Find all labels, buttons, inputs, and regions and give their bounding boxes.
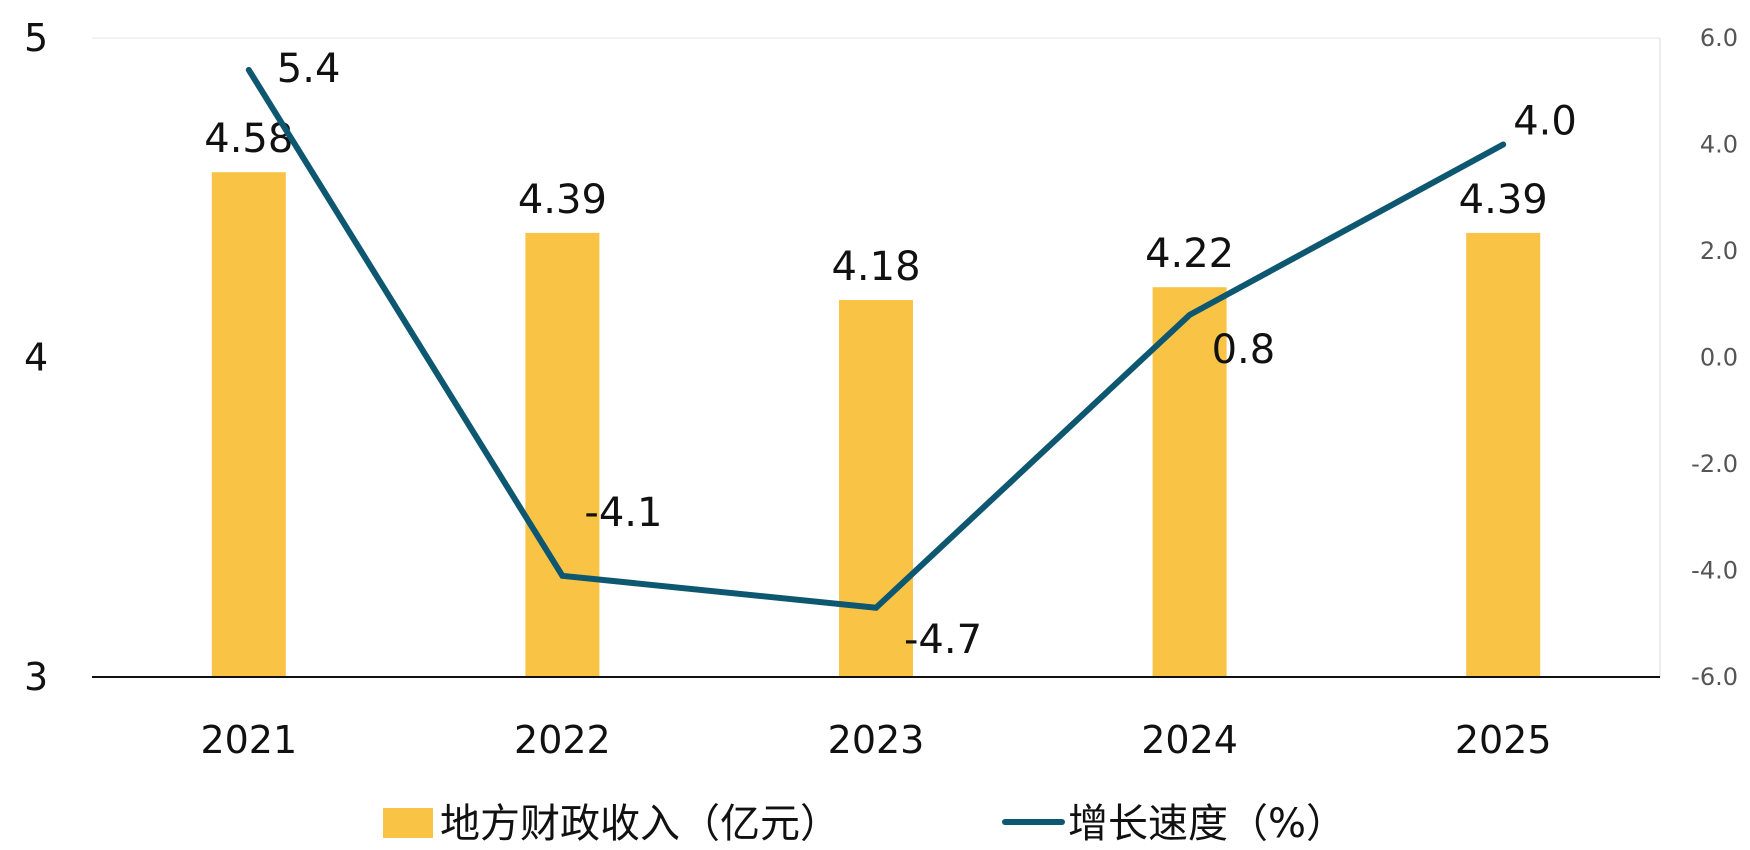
bar bbox=[1466, 232, 1541, 677]
bar bbox=[211, 172, 286, 677]
y-left-tick-label: 3 bbox=[24, 655, 48, 699]
line-data-label: 0.8 bbox=[1212, 327, 1276, 373]
y-left-tick-label: 5 bbox=[24, 16, 48, 60]
line-data-label: -4.7 bbox=[904, 617, 982, 663]
bar bbox=[525, 232, 600, 677]
x-tick-label: 2024 bbox=[1141, 718, 1238, 762]
y-right-tick-label: 6.0 bbox=[1700, 24, 1738, 52]
growth-line bbox=[245, 66, 1507, 611]
line-data-label: -4.1 bbox=[584, 490, 662, 536]
x-tick-label: 2022 bbox=[514, 718, 611, 762]
bar-data-label: 4.22 bbox=[1145, 231, 1234, 277]
x-tick-label: 2021 bbox=[200, 718, 297, 762]
y-right-tick-label: -4.0 bbox=[1691, 557, 1738, 585]
y-right-tick-label: -2.0 bbox=[1691, 450, 1738, 478]
y-right-tick-label: 2.0 bbox=[1700, 237, 1738, 265]
legend-line-label: 增长速度（%） bbox=[1068, 801, 1346, 847]
bar-data-label: 4.18 bbox=[831, 244, 920, 290]
bar bbox=[1152, 287, 1227, 677]
y-right-tick-label: -6.0 bbox=[1691, 663, 1738, 691]
x-tick-label: 2023 bbox=[828, 718, 925, 762]
line-data-label: 5.4 bbox=[277, 46, 341, 92]
bar-data-label: 4.58 bbox=[204, 116, 293, 162]
y-left-tick-label: 4 bbox=[24, 336, 48, 380]
y-right-tick-label: 4.0 bbox=[1700, 131, 1738, 159]
line-data-label: 4.0 bbox=[1513, 99, 1577, 145]
legend-bar-swatch bbox=[383, 808, 433, 838]
legend-bar-label: 地方财政收入（亿元） bbox=[440, 801, 840, 847]
x-tick-label: 2025 bbox=[1455, 718, 1552, 762]
bar-data-label: 4.39 bbox=[1459, 177, 1548, 223]
bar-data-label: 4.39 bbox=[518, 177, 607, 223]
y-right-tick-label: 0.0 bbox=[1700, 344, 1738, 372]
bar bbox=[839, 299, 913, 677]
